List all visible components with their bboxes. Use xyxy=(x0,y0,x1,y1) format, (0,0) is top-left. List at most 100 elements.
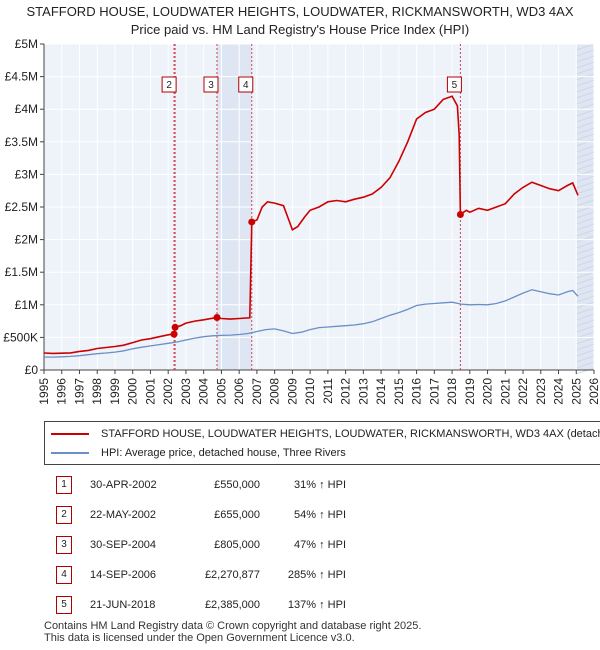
x-tick-label: 2019 xyxy=(463,378,477,405)
x-tick-label: 2011 xyxy=(321,378,335,404)
sale-number-badge: 2 xyxy=(56,506,72,524)
legend-item-price: STAFFORD HOUSE, LOUDWATER HEIGHTS, LOUDW… xyxy=(51,428,600,444)
x-tick-label: 2002 xyxy=(161,378,175,405)
x-tick-label: 1999 xyxy=(108,378,122,405)
hatch-line xyxy=(576,109,595,117)
footer-copyright: Contains HM Land Registry data © Crown c… xyxy=(44,620,422,632)
sale-hpi-change: 47% ↑ HPI xyxy=(294,539,346,551)
y-tick-label: £1M xyxy=(15,298,38,312)
chart-title: STAFFORD HOUSE, LOUDWATER HEIGHTS, LOUDW… xyxy=(26,4,574,19)
sale-date: 14-SEP-2006 xyxy=(90,569,157,581)
hatch-line xyxy=(576,283,595,291)
sale-point xyxy=(171,323,179,331)
x-tick-label: 2010 xyxy=(303,378,317,405)
y-tick-label: £1.5M xyxy=(5,265,38,279)
hatch-line xyxy=(576,79,595,87)
sale-price: £2,270,877 xyxy=(204,569,260,581)
hatch-line xyxy=(576,367,595,375)
hatch-line xyxy=(576,307,595,315)
sale-price: £2,385,000 xyxy=(204,599,260,611)
x-tick-label: 2006 xyxy=(232,378,246,405)
hatch-line xyxy=(576,187,595,195)
hatch-line xyxy=(576,91,595,99)
x-tick-label: 2023 xyxy=(534,378,548,405)
sale-marker-box xyxy=(446,76,462,93)
hatch-line xyxy=(576,61,595,69)
sale-date: 22-MAY-2002 xyxy=(90,509,157,521)
hatch-line xyxy=(576,247,595,255)
x-tick-label: 2009 xyxy=(285,378,299,405)
x-tick-label: 2026 xyxy=(587,378,600,405)
x-tick-label: 2003 xyxy=(179,378,193,405)
x-tick-label: 1996 xyxy=(55,378,69,405)
hatch-line xyxy=(576,223,595,231)
sale-date: 21-JUN-2018 xyxy=(90,599,156,611)
x-tick-label: 2014 xyxy=(374,378,388,405)
legend-swatch-price xyxy=(51,433,89,436)
x-tick-label: 2022 xyxy=(516,378,530,405)
sale-marker-box xyxy=(238,76,254,93)
table-row: 5 21-JUN-2018 £2,385,000 137% ↑ HPI xyxy=(38,590,346,620)
sale-price: £550,000 xyxy=(214,479,260,491)
x-tick-label: 2017 xyxy=(427,378,441,405)
table-row: 1 30-APR-2002 £550,000 31% ↑ HPI xyxy=(38,470,346,500)
hatch-line xyxy=(576,67,595,75)
hatch-line xyxy=(576,163,595,171)
sales-table: 1 30-APR-2002 £550,000 31% ↑ HPI 2 22-MA… xyxy=(38,470,346,620)
hatch-line xyxy=(576,313,595,321)
hatch-line xyxy=(576,127,595,135)
x-tick-label: 2005 xyxy=(214,378,228,405)
y-tick-label: £3M xyxy=(15,167,38,181)
hatch-line xyxy=(576,355,595,363)
hatch-line xyxy=(576,139,595,147)
hatch-line xyxy=(576,151,595,159)
sale-marker-label: 2 xyxy=(166,80,172,91)
x-tick-label: 2013 xyxy=(356,378,370,405)
sale-number-badge: 4 xyxy=(56,566,72,584)
hatch-line xyxy=(576,259,595,267)
sale-point xyxy=(456,210,464,218)
hatch-line xyxy=(576,55,595,63)
y-tick-label: £5M xyxy=(15,37,38,51)
y-tick-label: £0 xyxy=(25,363,39,377)
footer-license: This data is licensed under the Open Gov… xyxy=(44,632,355,644)
legend-label-price: STAFFORD HOUSE, LOUDWATER HEIGHTS, LOUDW… xyxy=(101,428,600,441)
x-tick-label: 2012 xyxy=(339,378,353,405)
hatch-line xyxy=(576,265,595,273)
sale-point xyxy=(170,330,178,338)
table-row: 2 22-MAY-2002 £655,000 54% ↑ HPI xyxy=(38,500,346,530)
x-tick-label: 2008 xyxy=(268,378,282,405)
y-tick-label: £4M xyxy=(15,102,38,116)
sale-hpi-change: 54% ↑ HPI xyxy=(294,509,346,521)
sale-marker-box xyxy=(161,76,177,93)
sale-hpi-change: 285% ↑ HPI xyxy=(287,569,346,581)
chart-subtitle: Price paid vs. HM Land Registry's House … xyxy=(130,22,470,37)
sale-marker-label: 4 xyxy=(243,80,249,91)
sale-number-badge: 5 xyxy=(56,596,72,614)
hatch-line xyxy=(576,115,595,123)
hatch-line xyxy=(576,43,595,51)
hatch-line xyxy=(576,289,595,297)
hatch-line xyxy=(576,349,595,357)
sale-marker-box xyxy=(203,76,219,93)
hatch-line xyxy=(576,337,595,345)
x-tick-label: 2015 xyxy=(392,378,406,405)
table-row: 4 14-SEP-2006 £2,270,877 285% ↑ HPI xyxy=(38,560,346,590)
sale-hpi-change: 31% ↑ HPI xyxy=(294,479,346,491)
legend-swatch-hpi xyxy=(51,452,89,455)
x-tick-label: 2020 xyxy=(481,378,495,405)
hatch-line xyxy=(576,133,595,141)
hatch-line xyxy=(576,271,595,279)
x-tick-label: 2021 xyxy=(498,378,512,405)
hatch-line xyxy=(576,325,595,333)
x-tick-label: 2007 xyxy=(250,378,264,405)
hatch-line xyxy=(576,319,595,327)
x-tick-label: 2018 xyxy=(445,378,459,405)
x-tick-label: 2000 xyxy=(126,378,140,405)
sale-number-badge: 1 xyxy=(56,476,72,494)
sale-number-badge: 3 xyxy=(56,536,72,554)
hatch-line xyxy=(576,49,595,57)
hatch-line xyxy=(576,235,595,243)
hatch-line xyxy=(576,97,595,105)
y-tick-label: £2M xyxy=(15,233,38,247)
